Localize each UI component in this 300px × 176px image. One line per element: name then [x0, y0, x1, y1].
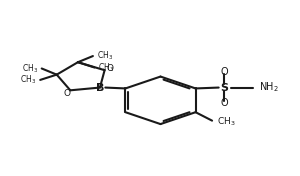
Text: NH$_2$: NH$_2$: [259, 81, 278, 95]
Text: O: O: [220, 98, 228, 108]
Text: CH$_3$: CH$_3$: [98, 61, 114, 74]
Text: CH$_3$: CH$_3$: [218, 115, 236, 128]
Text: CH$_3$: CH$_3$: [97, 50, 113, 62]
Text: O: O: [64, 89, 71, 98]
Text: CH$_3$: CH$_3$: [20, 74, 37, 86]
Text: B: B: [96, 83, 104, 93]
Text: CH$_3$: CH$_3$: [22, 62, 38, 75]
Text: O: O: [220, 67, 228, 77]
Text: S: S: [220, 83, 228, 93]
Text: O: O: [107, 64, 114, 73]
